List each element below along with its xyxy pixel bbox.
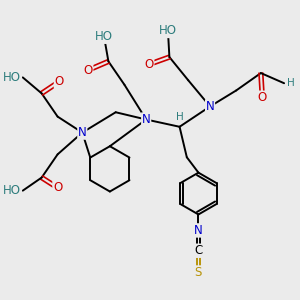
Text: N: N	[194, 224, 203, 237]
Text: N: N	[78, 126, 87, 139]
Text: N: N	[142, 113, 151, 126]
Text: O: O	[83, 64, 93, 76]
Text: HO: HO	[159, 24, 177, 38]
Text: C: C	[194, 244, 202, 257]
Text: HO: HO	[3, 184, 21, 197]
Text: S: S	[195, 266, 202, 279]
Text: O: O	[258, 91, 267, 104]
Text: O: O	[144, 58, 154, 71]
Text: HO: HO	[95, 30, 113, 43]
Text: H: H	[176, 112, 183, 122]
Text: N: N	[206, 100, 214, 113]
Text: O: O	[54, 75, 64, 88]
Text: O: O	[53, 181, 62, 194]
Text: HO: HO	[3, 71, 21, 84]
Text: H: H	[287, 78, 295, 88]
